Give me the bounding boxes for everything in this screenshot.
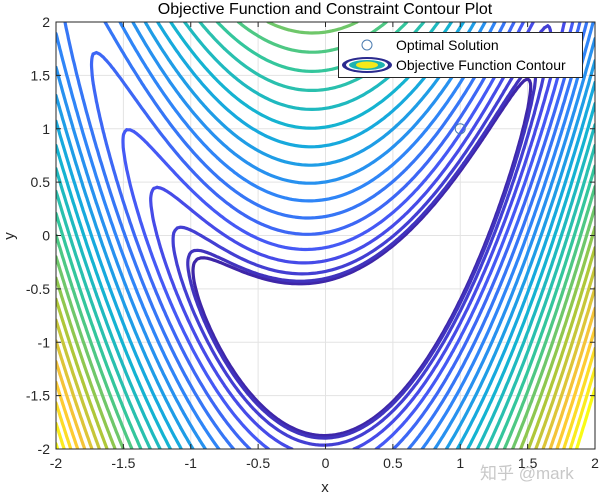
svg-text:0.5: 0.5	[383, 455, 403, 471]
svg-text:-1.5: -1.5	[111, 455, 135, 471]
svg-text:-0.5: -0.5	[26, 281, 50, 297]
axis-ticks: -2 -1.5 -1 -0.5 0 0.5 1 1.5 2 2 1.5 1 0.5 0 -0.5 -1 -1.5…	[26, 14, 599, 471]
legend-item-optimal: Optimal Solution	[339, 35, 582, 55]
svg-text:2: 2	[42, 14, 50, 30]
svg-text:-1: -1	[38, 334, 51, 350]
x-axis-label: x	[321, 479, 329, 496]
y-axis-label: y	[1, 232, 18, 240]
svg-text:-0.5: -0.5	[246, 455, 270, 471]
chart-title: Objective Function and Constraint Contou…	[157, 1, 493, 18]
contour-swatch-icon	[342, 57, 392, 73]
legend-label-contour: Objective Function Contour	[396, 57, 566, 73]
svg-text:1.5: 1.5	[31, 67, 51, 83]
objective-contours	[56, 22, 595, 449]
svg-text:-2: -2	[50, 455, 63, 471]
svg-text:-1.5: -1.5	[26, 388, 50, 404]
optimal-solution-marker	[454, 123, 466, 135]
svg-text:0.5: 0.5	[31, 174, 51, 190]
svg-text:0: 0	[42, 228, 50, 244]
svg-text:1.5: 1.5	[518, 455, 538, 471]
svg-text:-1: -1	[185, 455, 198, 471]
circle-marker-icon	[361, 39, 373, 51]
svg-text:1: 1	[456, 455, 464, 471]
svg-text:-2: -2	[38, 441, 51, 457]
legend-item-contour: Objective Function Contour	[339, 55, 582, 75]
svg-text:1: 1	[42, 121, 50, 137]
watermark: 知乎 @mark	[480, 464, 574, 483]
svg-text:2: 2	[591, 455, 599, 471]
legend: Optimal Solution Objective Function Cont…	[338, 32, 583, 78]
svg-text:0: 0	[322, 455, 330, 471]
legend-label-optimal: Optimal Solution	[396, 37, 499, 53]
